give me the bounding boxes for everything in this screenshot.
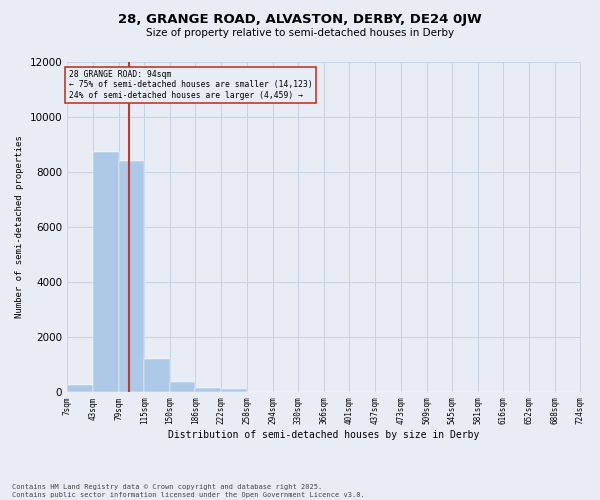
Bar	[145, 359, 170, 392]
Bar	[221, 390, 247, 392]
Bar	[119, 160, 145, 392]
Bar	[170, 382, 196, 392]
Text: Size of property relative to semi-detached houses in Derby: Size of property relative to semi-detach…	[146, 28, 454, 38]
Y-axis label: Number of semi-detached properties: Number of semi-detached properties	[15, 136, 24, 318]
Text: 28, GRANGE ROAD, ALVASTON, DERBY, DE24 0JW: 28, GRANGE ROAD, ALVASTON, DERBY, DE24 0…	[118, 12, 482, 26]
Bar	[67, 385, 93, 392]
Bar	[196, 388, 221, 392]
Text: 28 GRANGE ROAD: 94sqm
← 75% of semi-detached houses are smaller (14,123)
24% of : 28 GRANGE ROAD: 94sqm ← 75% of semi-deta…	[68, 70, 313, 100]
Bar	[93, 152, 119, 392]
X-axis label: Distribution of semi-detached houses by size in Derby: Distribution of semi-detached houses by …	[168, 430, 479, 440]
Text: Contains HM Land Registry data © Crown copyright and database right 2025.
Contai: Contains HM Land Registry data © Crown c…	[12, 484, 365, 498]
